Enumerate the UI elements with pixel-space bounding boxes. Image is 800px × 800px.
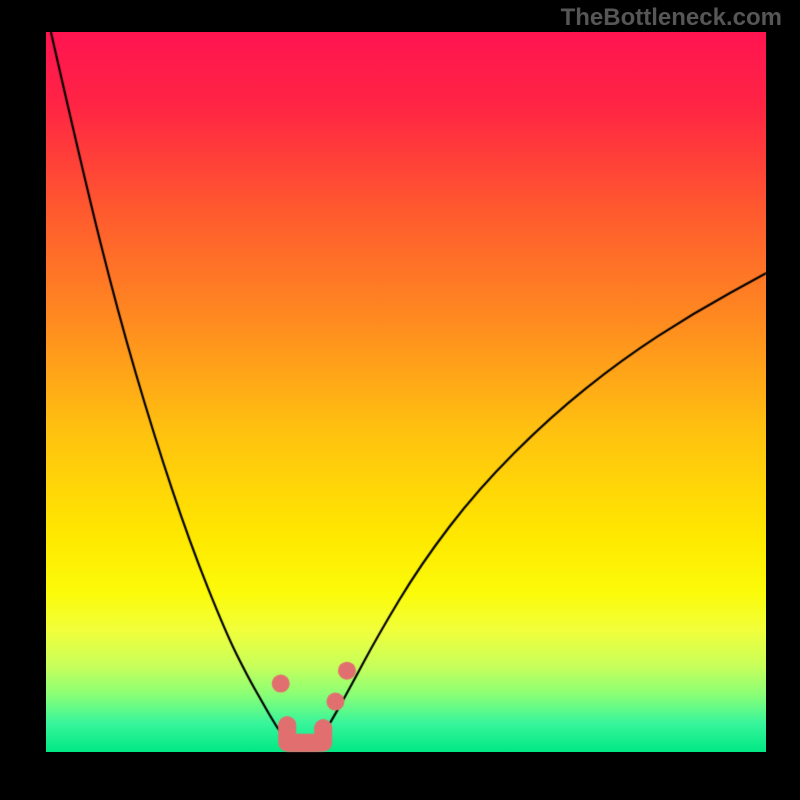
watermark-text: TheBottleneck.com: [561, 4, 782, 32]
bottleneck-curve-chart: [0, 0, 800, 800]
